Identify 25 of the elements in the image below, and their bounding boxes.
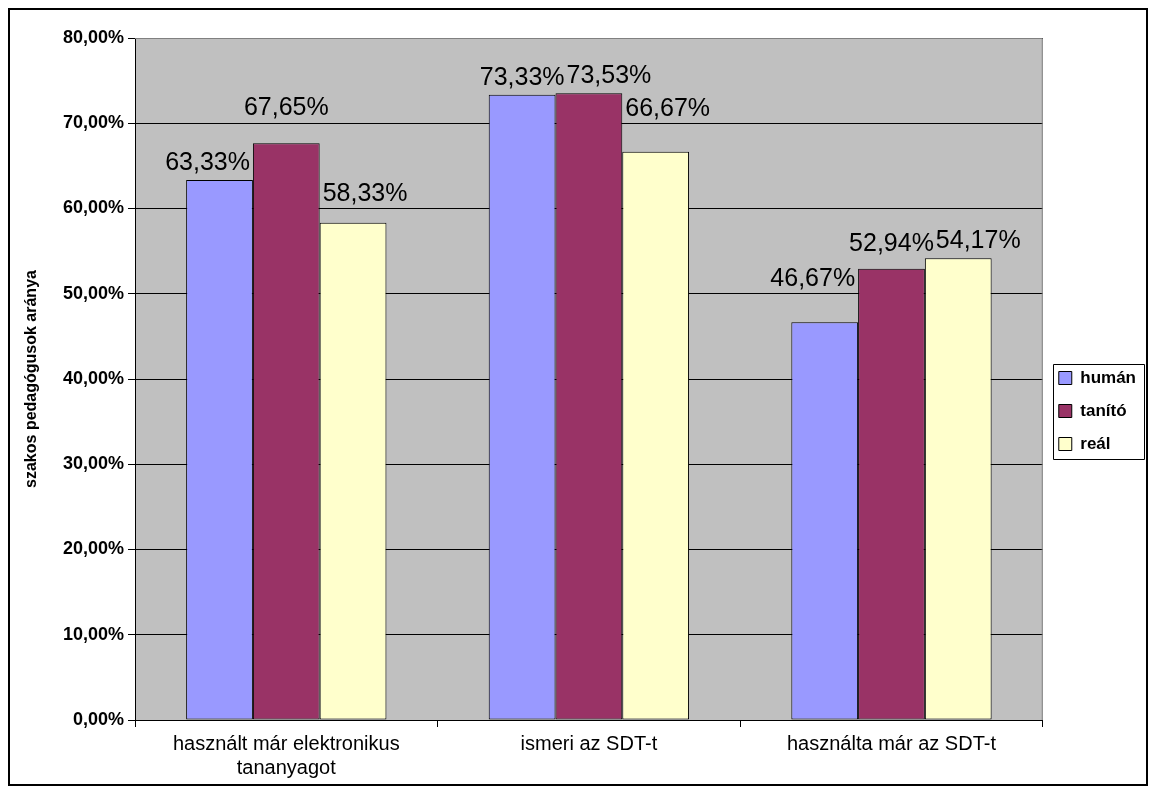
x-tick-label: ismeri az SDT-t bbox=[520, 731, 658, 754]
y-tick-label: 80,00% bbox=[62, 26, 124, 47]
legend-label: tanító bbox=[1080, 400, 1127, 420]
y-tick-label: 50,00% bbox=[62, 282, 124, 303]
y-tick-label: 10,00% bbox=[62, 623, 124, 644]
y-tick-label: 70,00% bbox=[62, 112, 124, 133]
data-label: 52,94% bbox=[849, 227, 934, 256]
y-tick-label: 20,00% bbox=[62, 538, 124, 559]
data-label: 54,17% bbox=[935, 225, 1021, 254]
y-axis-title: szakos pedagógusok aránya bbox=[22, 269, 40, 488]
y-tick-label: 30,00% bbox=[62, 453, 124, 474]
legend-label: reál bbox=[1080, 433, 1111, 453]
data-label: 66,67% bbox=[625, 92, 711, 121]
legend-label: humán bbox=[1080, 367, 1137, 387]
data-label: 46,67% bbox=[770, 263, 856, 292]
x-tick-label: használt már elektronikus tananyagot bbox=[172, 731, 400, 778]
data-label: 58,33% bbox=[322, 177, 408, 206]
data-label: 73,33% bbox=[479, 61, 565, 90]
data-label: 67,65% bbox=[243, 92, 329, 121]
y-tick-label: 40,00% bbox=[62, 367, 124, 388]
y-tick-label: 0,00% bbox=[72, 708, 124, 729]
data-label: 73,53% bbox=[566, 60, 652, 89]
y-tick-label: 60,00% bbox=[62, 197, 124, 218]
data-label: 63,33% bbox=[165, 147, 250, 176]
x-tick-label: használta már az SDT-t bbox=[787, 731, 997, 754]
